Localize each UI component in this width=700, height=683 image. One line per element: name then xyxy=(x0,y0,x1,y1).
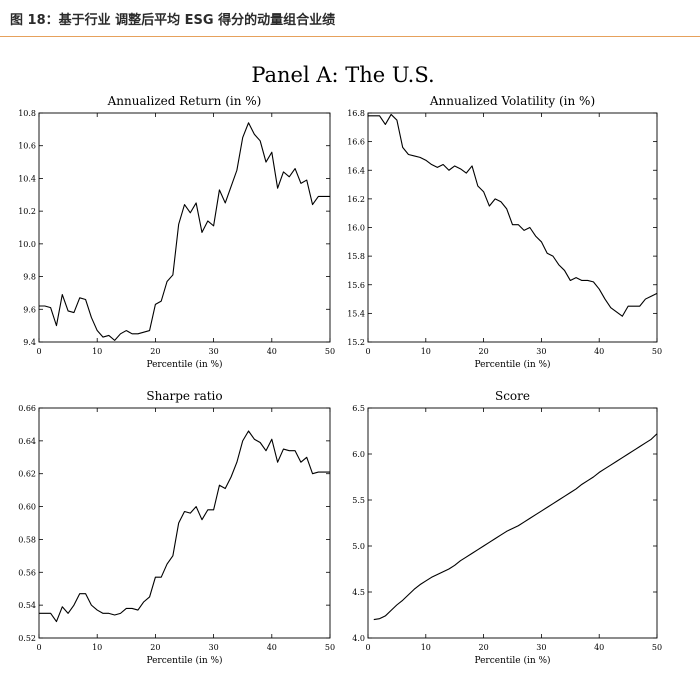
x-tick-label: 40 xyxy=(267,347,277,356)
y-tick-label: 4.0 xyxy=(352,634,365,643)
y-tick-label: 0.52 xyxy=(18,634,36,643)
y-tick-label: 10.0 xyxy=(18,240,36,249)
y-tick-label: 5.5 xyxy=(352,496,365,505)
chart-panel-2: Annualized Volatility (in %) 0 10 20 30 40 50 1… xyxy=(347,94,662,370)
plot-frame xyxy=(367,112,658,343)
x-tick-label: 50 xyxy=(652,643,662,652)
y-tick-label: 15.2 xyxy=(347,338,365,347)
x-tick-label: 50 xyxy=(325,347,335,356)
y-tick-label: 16.4 xyxy=(347,166,365,175)
x-tick-label: 20 xyxy=(479,347,489,356)
plot-frame xyxy=(38,112,331,343)
x-tick-label: 20 xyxy=(150,347,160,356)
x-tick-label: 30 xyxy=(209,347,219,356)
y-tick-label: 16.2 xyxy=(347,195,365,204)
chart-title: Sharpe ratio xyxy=(146,389,222,403)
panel-title: Panel A: The U.S. xyxy=(251,63,434,87)
x-tick-label: 40 xyxy=(267,643,277,652)
series-line xyxy=(373,433,658,621)
x-axis-label: Percentile (in %) xyxy=(474,359,550,370)
chart-panel-3: Sharpe ratio 0 10 20 30 40 50 0.52 0.54 0.56 0.58 0… xyxy=(18,389,335,666)
y-tick-label: 15.6 xyxy=(347,281,365,290)
plot-frame xyxy=(367,407,658,639)
y-tick-label: 9.4 xyxy=(23,338,36,347)
x-tick-label: 30 xyxy=(209,643,219,652)
y-tick-label: 16.6 xyxy=(347,138,365,147)
x-tick-label: 50 xyxy=(652,347,662,356)
x-tick-label: 10 xyxy=(92,643,102,652)
y-tick-label: 10.8 xyxy=(18,109,36,118)
x-tick-label: 20 xyxy=(150,643,160,652)
y-tick-label: 4.5 xyxy=(352,588,365,597)
chart-panel-4: Score 0 10 20 30 40 50 4.0 4.5 5.0 5.5 6.0 6.5 Percen… xyxy=(352,389,662,666)
chart-title: Annualized Volatility (in %) xyxy=(429,94,595,108)
y-tick-label: 0.56 xyxy=(18,568,36,577)
y-tick-label: 0.60 xyxy=(18,503,36,512)
x-axis-label: Percentile (in %) xyxy=(146,655,222,666)
x-tick-label: 40 xyxy=(594,347,604,356)
x-tick-label: 0 xyxy=(36,643,41,652)
x-axis-label: Percentile (in %) xyxy=(146,359,222,370)
x-tick-label: 10 xyxy=(92,347,102,356)
x-tick-label: 10 xyxy=(421,643,431,652)
x-tick-label: 20 xyxy=(479,643,489,652)
y-tick-label: 10.6 xyxy=(18,142,36,151)
figure-title: 图 18：基于行业 调整后平均 ESG 得分的动量组合业绩 xyxy=(10,13,336,28)
x-tick-label: 0 xyxy=(36,347,41,356)
y-tick-label: 5.0 xyxy=(352,542,365,551)
chart-title: Score xyxy=(495,389,530,403)
y-tick-label: 0.58 xyxy=(18,535,36,544)
x-tick-label: 50 xyxy=(325,643,335,652)
y-tick-label: 9.6 xyxy=(23,305,36,314)
y-tick-label: 0.62 xyxy=(18,470,36,479)
plot-frame xyxy=(38,407,331,639)
chart-title: Annualized Return (in %) xyxy=(107,94,262,108)
y-tick-label: 0.66 xyxy=(18,404,36,413)
y-tick-label: 10.2 xyxy=(18,207,36,216)
x-tick-label: 0 xyxy=(365,347,370,356)
x-tick-label: 40 xyxy=(594,643,604,652)
series-line xyxy=(368,113,658,317)
x-axis-label: Percentile (in %) xyxy=(474,655,550,666)
series-line xyxy=(39,122,330,341)
header-divider xyxy=(0,36,700,37)
y-tick-label: 10.4 xyxy=(18,174,36,183)
y-tick-label: 9.8 xyxy=(23,273,36,282)
x-tick-label: 30 xyxy=(536,347,546,356)
x-tick-label: 30 xyxy=(536,643,546,652)
y-tick-label: 0.64 xyxy=(18,437,36,446)
y-tick-label: 0.54 xyxy=(18,601,36,610)
chart-panel-1: Annualized Return (in %) 0 10 20 30 40 50 9.4 9.… xyxy=(18,94,335,370)
figure-header: 图 18：基于行业 调整后平均 ESG 得分的动量组合业绩 xyxy=(0,0,700,38)
y-tick-label: 15.8 xyxy=(347,252,365,261)
x-tick-label: 0 xyxy=(365,643,370,652)
x-tick-label: 10 xyxy=(421,347,431,356)
series-line xyxy=(39,430,330,623)
y-tick-label: 15.4 xyxy=(347,309,365,318)
y-tick-label: 6.5 xyxy=(352,404,365,413)
chart-panels: Annualized Return (in %) 0 10 20 30 40 50 9.4 9.… xyxy=(18,94,662,666)
y-tick-label: 16.0 xyxy=(347,224,365,233)
y-tick-label: 6.0 xyxy=(352,450,365,459)
y-tick-label: 16.8 xyxy=(347,109,365,118)
